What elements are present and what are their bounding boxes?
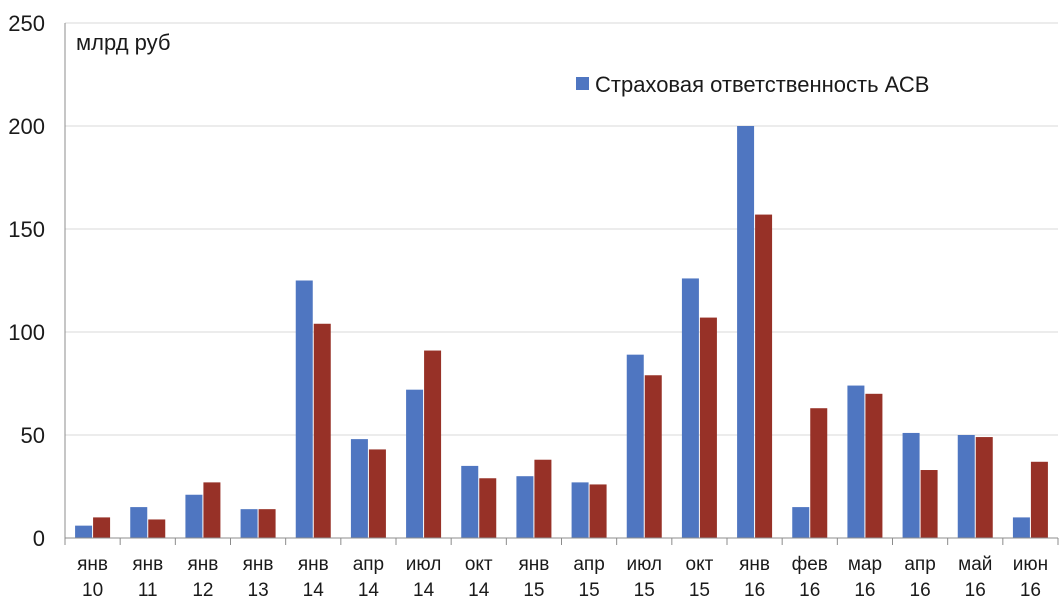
- unit-label: млрд руб: [76, 30, 170, 55]
- y-tick-label: 250: [8, 11, 45, 36]
- bar-series-1: [902, 432, 920, 538]
- bar-series-1: [1012, 517, 1030, 538]
- bar-series-1: [626, 354, 644, 538]
- bar-series-1: [847, 385, 865, 538]
- y-tick-label: 200: [8, 114, 45, 139]
- bar-series-2: [1030, 461, 1048, 538]
- x-axis-categories: янв 10 янв 11 янв 12 янв 13 янв 14 апр 14 июл 14 окт 14…: [77, 554, 1048, 601]
- bar-series-1: [130, 507, 148, 538]
- bar-series-2: [313, 323, 331, 538]
- bar-series-1: [75, 525, 93, 538]
- bar-series-2: [93, 517, 111, 538]
- bar-series-2: [810, 408, 828, 538]
- bar-series-1: [571, 482, 589, 538]
- x-category-label: янв 11: [132, 554, 163, 601]
- bar-series-2: [975, 437, 993, 538]
- x-category-label: янв 15: [518, 554, 549, 601]
- bar-series-1: [350, 439, 368, 538]
- y-tick-label: 50: [21, 423, 45, 448]
- x-category-label: янв 13: [243, 554, 274, 601]
- x-category-label: июл 14: [406, 554, 442, 601]
- x-category-label: июн 16: [1013, 554, 1048, 601]
- bar-series-2: [920, 470, 938, 538]
- x-category-label: фев 16: [792, 554, 828, 601]
- bar-series-2: [479, 478, 497, 538]
- grid-lines: [65, 22, 1058, 436]
- x-category-label: апр 15: [573, 554, 604, 601]
- x-category-label: апр 16: [904, 554, 935, 601]
- x-category-label: июл 15: [626, 554, 662, 601]
- legend: Страховая ответственность АСВ: [576, 72, 929, 97]
- bar-series-2: [699, 317, 717, 538]
- bar-series-2: [148, 519, 166, 538]
- bar-series-1: [406, 389, 424, 538]
- x-category-label: янв 10: [77, 554, 108, 601]
- axes: [64, 23, 1059, 545]
- y-tick-label: 0: [33, 526, 45, 551]
- bar-series-2: [589, 484, 607, 538]
- y-tick-label: 100: [8, 320, 45, 345]
- x-category-label: янв 12: [187, 554, 218, 601]
- bar-series-1: [681, 278, 699, 538]
- bar-series-1: [295, 280, 313, 538]
- bar-series-2: [644, 375, 662, 538]
- y-tick-label: 150: [8, 217, 45, 242]
- bar-series-2: [203, 482, 221, 538]
- x-category-label: янв 14: [298, 554, 329, 601]
- bar-series-1: [240, 509, 258, 538]
- legend-swatch-series-1: [576, 77, 589, 90]
- bars: [75, 126, 1048, 538]
- x-category-label: окт 14: [465, 554, 493, 601]
- bar-series-1: [461, 465, 479, 538]
- bar-series-2: [534, 459, 552, 538]
- bar-series-1: [792, 507, 810, 538]
- bar-series-1: [185, 494, 203, 538]
- bar-series-2: [865, 393, 883, 538]
- bar-series-2: [424, 350, 442, 538]
- x-category-label: янв 16: [739, 554, 770, 601]
- x-category-label: апр 14: [353, 554, 384, 601]
- bar-series-1: [737, 126, 755, 538]
- bar-series-2: [258, 509, 276, 538]
- x-category-label: окт 15: [686, 554, 714, 601]
- x-category-label: май 16: [958, 554, 992, 601]
- legend-label-series-1: Страховая ответственность АСВ: [595, 72, 929, 97]
- bar-series-1: [957, 435, 975, 538]
- x-category-label: мар 16: [848, 554, 882, 601]
- bar-series-2: [755, 214, 773, 538]
- bar-series-2: [368, 449, 386, 538]
- bar-series-1: [516, 476, 534, 538]
- y-axis-ticks: 0 50 100 150 200 250: [8, 11, 45, 551]
